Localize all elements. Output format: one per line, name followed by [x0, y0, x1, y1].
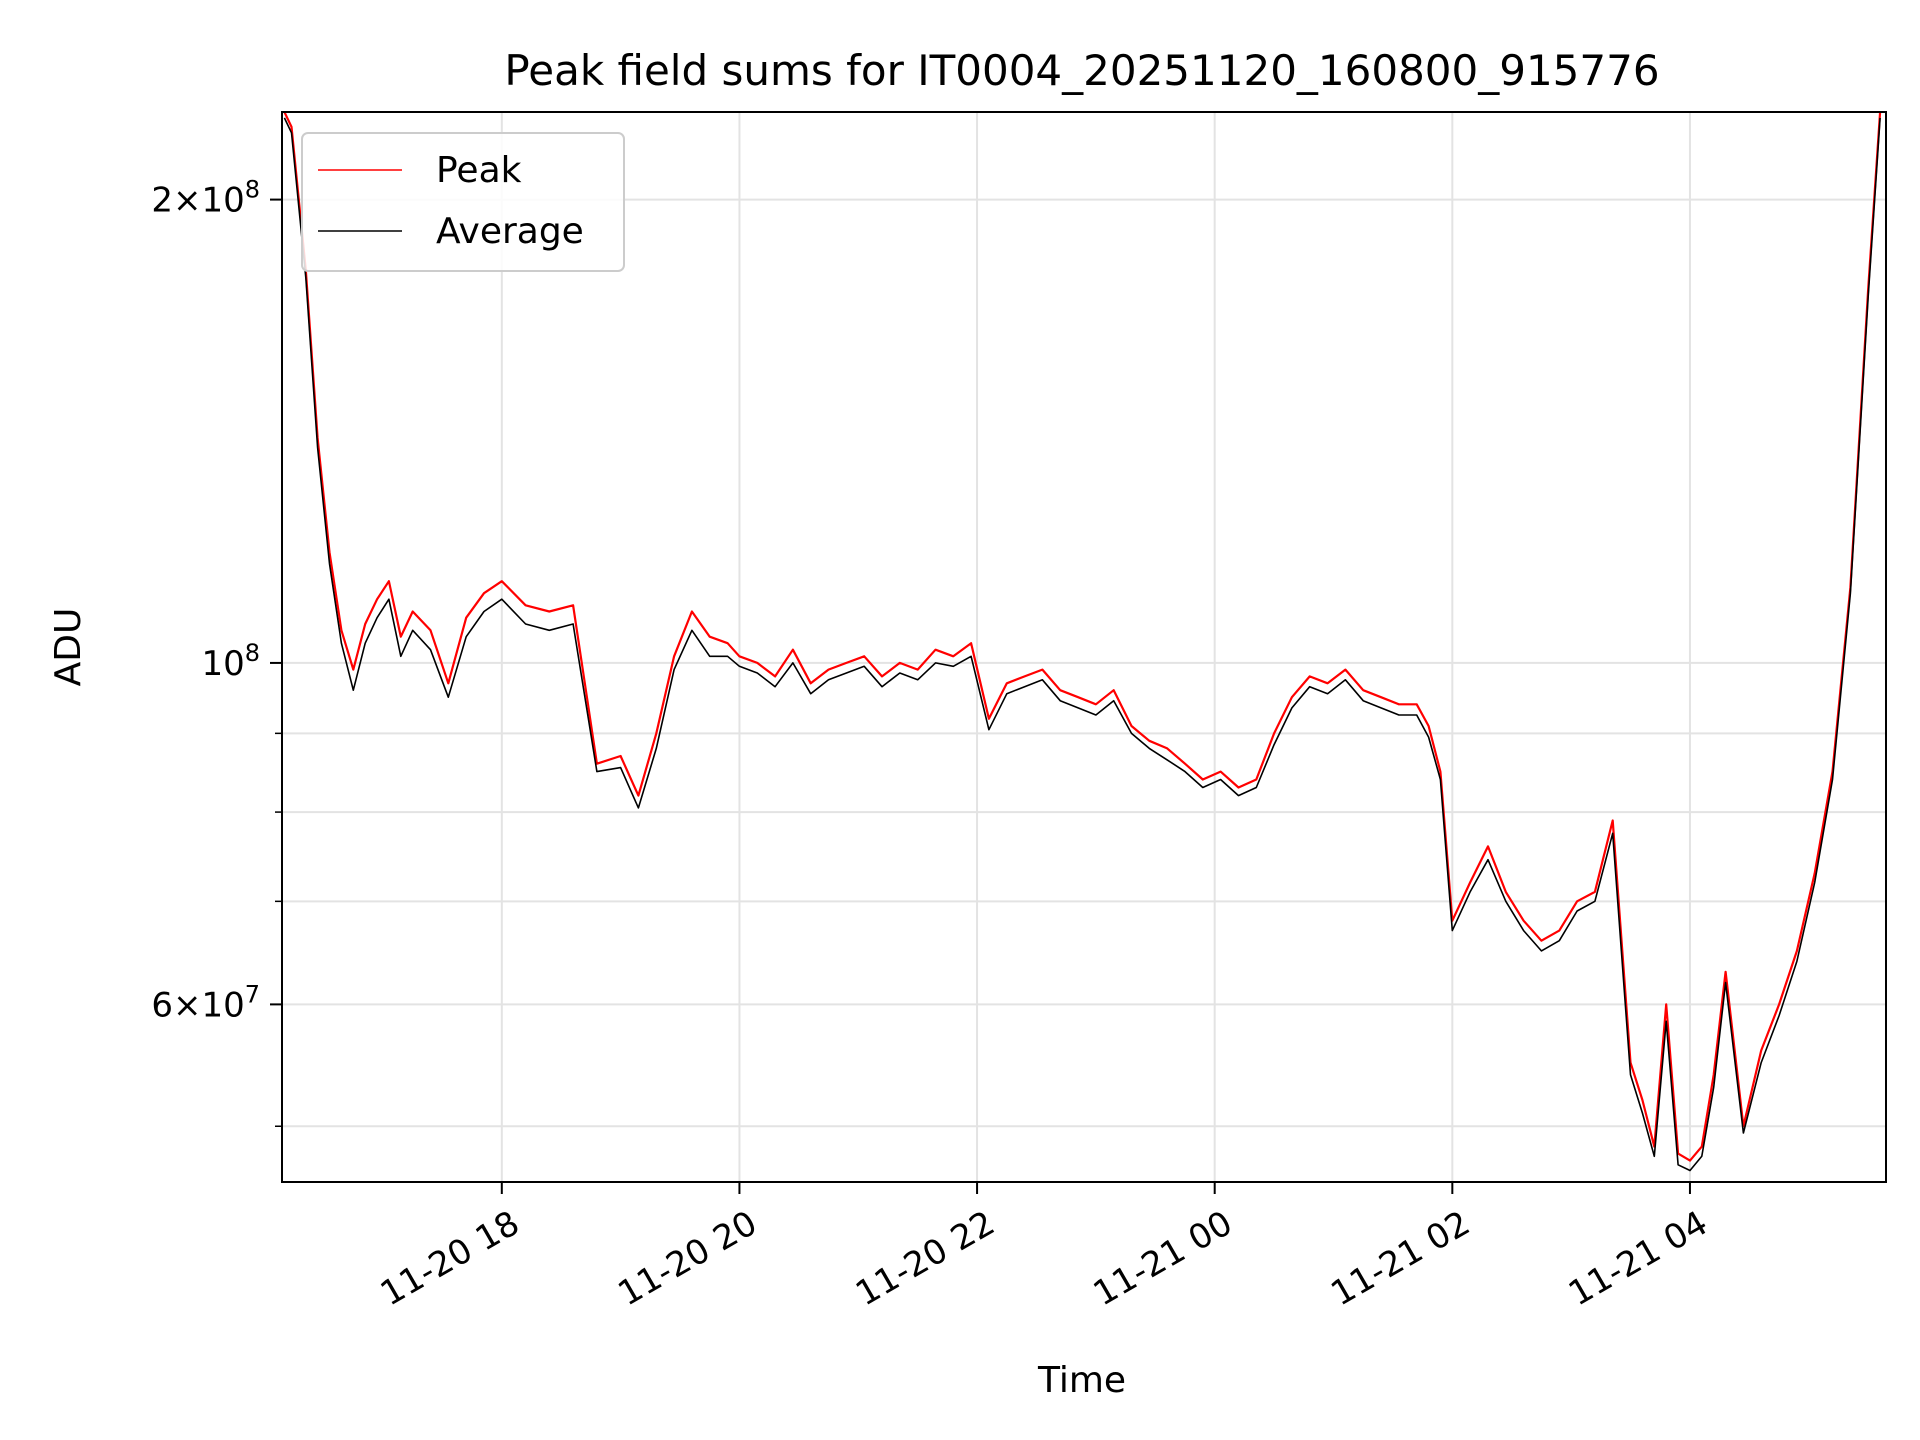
legend-label-average: Average: [436, 211, 584, 252]
legend-label-peak: Peak: [436, 150, 522, 191]
plot-frame: [281, 111, 1887, 1183]
y-tick-label: 108: [201, 639, 260, 684]
series-group: [283, 112, 1882, 1172]
x-axis-title: Time: [1037, 1360, 1126, 1401]
chart-title: Peak field sums for IT0004_20251120_1608…: [504, 46, 1659, 95]
y-axis-title: ADU: [48, 608, 89, 687]
series-line-average: [283, 117, 1881, 1172]
legend-box: [301, 132, 625, 272]
legend: Peak Average: [301, 132, 625, 272]
y-tick-label: 2×108: [151, 176, 260, 221]
y-axis: 6×107 108 2×108: [151, 176, 282, 1128]
series-line-peak: [283, 112, 1882, 1162]
y-tick-label: 6×107: [151, 980, 260, 1025]
